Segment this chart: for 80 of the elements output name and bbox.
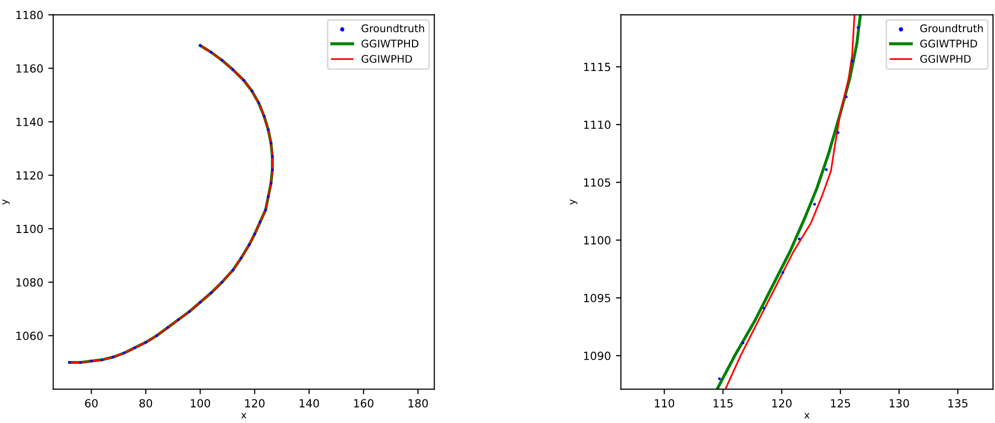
point [264, 208, 267, 212]
y-tick-label: 1095 [584, 294, 610, 302]
point [155, 334, 158, 338]
x-tick-label: 80 [139, 399, 152, 408]
x-axis-title: x [804, 413, 810, 418]
point [210, 50, 212, 54]
point [68, 361, 71, 364]
point [762, 306, 766, 310]
x-tick-label: 60 [85, 399, 98, 408]
point [188, 310, 191, 314]
point [781, 271, 784, 274]
point [220, 280, 224, 284]
point [836, 131, 840, 134]
y-tick-label: 1160 [16, 64, 43, 73]
legend-label: Groundtruth [920, 24, 983, 32]
point [258, 220, 262, 224]
point [232, 68, 234, 72]
point [79, 361, 82, 364]
legend-label: GGIWTPHD [920, 40, 978, 48]
point [253, 232, 256, 236]
y-tick-label: 1100 [584, 236, 610, 244]
y-tick-label: 1100 [16, 224, 43, 234]
legend-label: GGIWPHD [920, 54, 971, 63]
point [824, 168, 828, 172]
point [134, 346, 136, 350]
x-tick-label: 140 [300, 399, 319, 408]
y-tick-label: 1060 [16, 332, 43, 340]
y-tick-label: 1140 [16, 118, 43, 126]
y-tick-label: 1110 [584, 120, 610, 129]
point [122, 352, 126, 354]
y-tick-label: 1080 [16, 278, 43, 287]
point [240, 256, 242, 260]
point [270, 168, 274, 172]
point [718, 377, 721, 380]
x-axis-title: x [241, 413, 246, 418]
y-axis-title: y [570, 199, 578, 205]
point [112, 356, 115, 358]
legend-label: GGIWTPHD [362, 40, 418, 48]
point [90, 360, 93, 362]
x-tick-label: 125 [831, 399, 850, 408]
point [242, 78, 246, 82]
x-tick-label: 120 [245, 399, 265, 408]
point [270, 182, 272, 185]
y-tick-label: 1115 [584, 62, 610, 72]
x-tick-label: 130 [890, 399, 909, 408]
point [262, 115, 266, 118]
point [742, 342, 744, 344]
point [270, 142, 272, 145]
y-tick-label: 1180 [16, 10, 43, 20]
x-tick-label: 180 [408, 399, 428, 408]
y-axis-title: y [2, 199, 10, 205]
point [266, 195, 270, 198]
x-tick-label: 100 [190, 399, 210, 408]
point [177, 318, 180, 322]
point [144, 340, 148, 344]
point [232, 268, 234, 272]
x-tick-label: 135 [948, 399, 968, 408]
x-tick-label: 160 [354, 399, 374, 408]
point [250, 90, 254, 92]
point [198, 44, 202, 47]
y-tick-label: 1090 [584, 352, 610, 360]
point [248, 243, 251, 246]
point [844, 95, 848, 98]
point [257, 102, 260, 104]
point [270, 155, 274, 158]
x-tick-label: 120 [772, 399, 792, 408]
point [856, 26, 860, 29]
x-tick-label: 110 [654, 399, 674, 408]
point [813, 202, 816, 206]
x-tick-label: 115 [714, 399, 733, 408]
y-tick-label: 1120 [16, 171, 43, 180]
legend-label: GGIWPHD [362, 54, 412, 63]
legend-label: Groundtruth [362, 24, 424, 32]
point [166, 326, 169, 330]
point [220, 58, 224, 62]
point [798, 238, 801, 240]
point [850, 60, 854, 62]
y-tick-label: 1105 [584, 178, 610, 187]
point [210, 292, 212, 294]
point [266, 128, 270, 132]
